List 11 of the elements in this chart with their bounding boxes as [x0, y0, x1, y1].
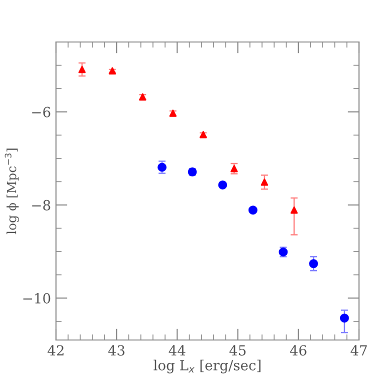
x-tick-label: 46 — [290, 345, 306, 356]
y-axis-title: log ϕ [Mpc$^{−3}$] — [4, 148, 19, 234]
x-tick-label: 47 — [350, 345, 367, 356]
x-tick-label: 45 — [229, 345, 246, 356]
x-tick-label: 44 — [168, 345, 186, 356]
y-tick-label: −10 — [23, 293, 50, 304]
x-axis-title: log L$_{x}$ [erg/sec] — [154, 360, 260, 374]
x-tick-label: 42 — [48, 345, 64, 356]
y-tick-label: −8 — [32, 200, 50, 210]
y-tick-label: −6 — [32, 106, 50, 118]
x-tick-label: 43 — [108, 345, 124, 356]
